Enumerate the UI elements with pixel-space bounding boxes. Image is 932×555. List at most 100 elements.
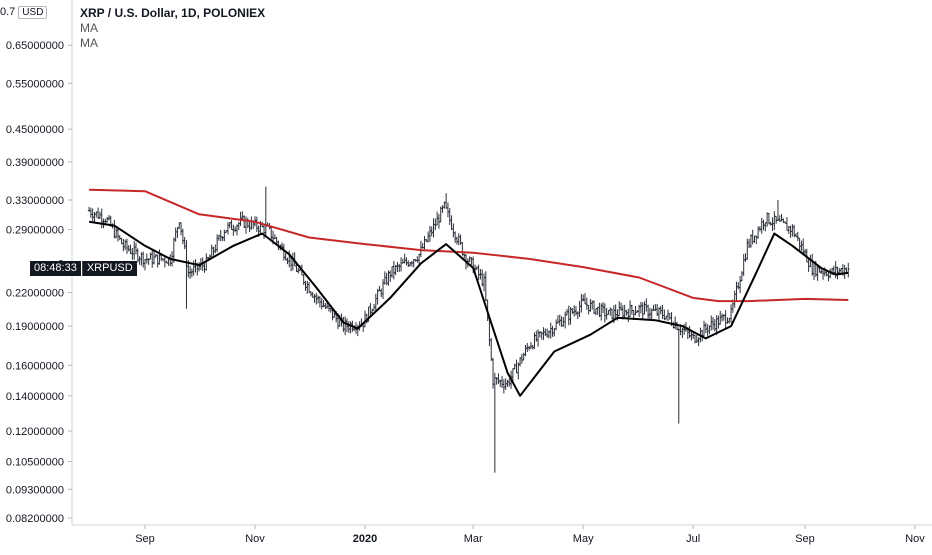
- price-bar: [646, 304, 650, 319]
- y-tick-label: 0.22000000: [6, 288, 64, 300]
- y-tick-label: 0.65000000: [6, 40, 64, 52]
- y-tick-label: 0.08200000: [6, 513, 64, 525]
- price-bar: [381, 279, 385, 299]
- price-bar: [502, 379, 506, 394]
- price-bar: [444, 193, 448, 209]
- price-bar: [410, 260, 414, 267]
- price-bar: [441, 205, 444, 213]
- price-bar: [529, 342, 533, 349]
- y-tick-label: 0.33000000: [6, 195, 64, 207]
- y-tick-label: 0.39000000: [6, 157, 64, 169]
- legend-ma-short[interactable]: MA: [80, 21, 98, 35]
- price-bar: [392, 260, 396, 280]
- price-bar: [123, 239, 127, 250]
- price-bar: [585, 297, 589, 310]
- price-bar: [96, 207, 100, 219]
- y-tick-label: 0.09300000: [6, 484, 64, 496]
- price-bar: [567, 305, 571, 326]
- price-bar: [324, 302, 327, 309]
- price-bar: [515, 359, 518, 374]
- price-bar: [432, 218, 435, 238]
- price-bar: [583, 293, 587, 305]
- price-bar: [506, 380, 509, 387]
- price-bar: [242, 215, 246, 229]
- price-bar: [177, 222, 181, 230]
- price-bar: [594, 308, 598, 316]
- price-bar: [399, 257, 403, 272]
- x-tick-label: Nov: [905, 533, 925, 545]
- price-bar: [403, 253, 406, 264]
- price-bar: [390, 266, 394, 278]
- price-bar: [203, 263, 206, 273]
- price-bar: [742, 253, 745, 277]
- price-bar: [428, 226, 432, 243]
- price-bar: [412, 258, 415, 268]
- price-bar: [581, 294, 585, 302]
- price-bar: [634, 305, 637, 316]
- price-bar: [540, 331, 544, 340]
- price-bar: [522, 352, 525, 361]
- price-bar: [192, 260, 195, 276]
- price-bar: [379, 288, 383, 298]
- price-bar: [453, 231, 457, 243]
- price-bar: [320, 297, 324, 310]
- price-bar: [437, 213, 441, 229]
- price-bar: [549, 322, 553, 339]
- price-bar: [500, 376, 504, 389]
- price-bar: [461, 242, 464, 256]
- price-bar: [726, 317, 729, 324]
- price-bar: [127, 245, 131, 252]
- currency-unit-selector[interactable]: USD: [18, 6, 48, 19]
- price-bar: [125, 238, 129, 254]
- price-bar: [589, 299, 592, 312]
- price-bar: [821, 270, 825, 280]
- x-tick-label: Jul: [686, 533, 700, 545]
- price-bar: [704, 322, 708, 334]
- price-bar: [718, 310, 722, 325]
- time-axis: Sep Nov 2020 Mar May Jul Sep Nov: [72, 524, 932, 545]
- price-bar: [507, 378, 511, 387]
- price-bar: [626, 308, 630, 323]
- price-bar: [738, 276, 742, 294]
- ma-short-line[interactable]: [88, 220, 849, 397]
- price-bar: [114, 227, 118, 239]
- price-bar: [596, 306, 599, 315]
- price-bar: [736, 282, 740, 290]
- price-bar: [630, 304, 634, 315]
- y-tick-label: 0.45000000: [6, 124, 64, 136]
- price-bar: [791, 224, 794, 237]
- price-bar: [291, 252, 295, 271]
- price-bar: [605, 307, 608, 320]
- chart-legend: XRP / U.S. Dollar, 1D, POLONIEX MA MA: [80, 6, 265, 51]
- price-bar: [576, 311, 580, 320]
- price-bar: [455, 236, 459, 245]
- ma-long-line[interactable]: [89, 188, 849, 303]
- price-bar: [520, 353, 524, 364]
- price-bar: [363, 310, 367, 328]
- price-bar: [105, 216, 109, 223]
- price-bar: [221, 236, 224, 242]
- price-bar: [246, 217, 250, 229]
- price-bar: [695, 334, 699, 343]
- price-bar: [118, 235, 122, 241]
- price-bar: [497, 373, 500, 385]
- price-bar: [493, 372, 497, 473]
- price-bar: [233, 226, 237, 233]
- price-bar: [307, 282, 311, 293]
- price-bar: [154, 253, 158, 258]
- price-bar: [556, 315, 560, 324]
- price-bar: [765, 212, 769, 227]
- price-bar: [426, 231, 430, 243]
- price-bar: [113, 219, 116, 239]
- y-tick-label: 0.12000000: [6, 426, 64, 438]
- price-bar: [141, 251, 145, 268]
- price-bar: [132, 240, 136, 260]
- price-bar: [406, 260, 410, 268]
- price-bar: [563, 311, 567, 329]
- chart-title: XRP / U.S. Dollar, 1D, POLONIEX: [80, 6, 266, 20]
- legend-ma-long[interactable]: MA: [80, 36, 98, 50]
- price-bar: [430, 226, 434, 237]
- price-bar: [223, 229, 226, 242]
